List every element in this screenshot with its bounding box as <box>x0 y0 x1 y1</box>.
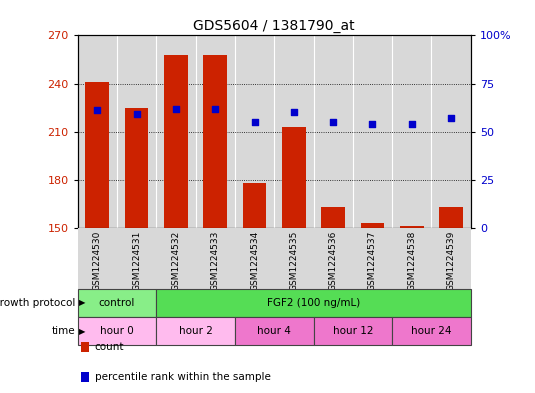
Bar <box>86 82 109 228</box>
Bar <box>353 228 392 289</box>
Text: control: control <box>99 298 135 308</box>
Text: GSM1224531: GSM1224531 <box>132 231 141 291</box>
Text: hour 2: hour 2 <box>179 326 212 336</box>
Point <box>93 107 102 114</box>
Point <box>250 119 259 125</box>
Bar <box>117 35 156 228</box>
Bar <box>235 35 274 228</box>
Bar <box>432 35 471 228</box>
Text: GSM1224535: GSM1224535 <box>289 231 299 291</box>
Text: growth protocol: growth protocol <box>0 298 75 308</box>
Point <box>172 105 180 112</box>
Text: hour 12: hour 12 <box>333 326 373 336</box>
Bar <box>235 317 314 345</box>
Bar <box>78 289 156 317</box>
Bar <box>196 228 235 289</box>
Text: GSM1224532: GSM1224532 <box>171 231 180 291</box>
Text: time: time <box>51 326 75 336</box>
Bar <box>156 35 196 228</box>
Bar <box>203 55 227 228</box>
Point <box>211 105 219 112</box>
Bar <box>78 228 117 289</box>
Point <box>289 109 298 116</box>
Point <box>368 121 377 127</box>
Text: count: count <box>95 342 124 353</box>
Bar <box>400 226 424 228</box>
Text: percentile rank within the sample: percentile rank within the sample <box>95 372 271 382</box>
Text: ▶: ▶ <box>79 299 85 307</box>
Bar <box>392 35 432 228</box>
Bar <box>117 228 156 289</box>
Text: GSM1224539: GSM1224539 <box>447 231 456 291</box>
Bar <box>392 228 432 289</box>
Text: GSM1224538: GSM1224538 <box>407 231 416 291</box>
Title: GDS5604 / 1381790_at: GDS5604 / 1381790_at <box>193 19 355 33</box>
Bar <box>274 228 314 289</box>
Bar <box>78 317 156 345</box>
Bar <box>156 289 471 317</box>
Bar <box>322 207 345 228</box>
Bar <box>78 35 117 228</box>
Bar <box>243 183 266 228</box>
Text: GSM1224536: GSM1224536 <box>328 231 338 291</box>
Bar <box>156 317 235 345</box>
Bar <box>274 35 314 228</box>
Bar <box>282 127 305 228</box>
Text: GSM1224530: GSM1224530 <box>93 231 102 291</box>
Bar <box>125 108 148 228</box>
Bar <box>432 228 471 289</box>
Text: GSM1224533: GSM1224533 <box>211 231 220 291</box>
Point <box>447 115 455 121</box>
Text: hour 24: hour 24 <box>411 326 452 336</box>
Text: hour 0: hour 0 <box>100 326 134 336</box>
Bar <box>156 228 196 289</box>
Bar <box>392 317 471 345</box>
Bar <box>81 372 89 382</box>
Bar <box>314 317 392 345</box>
Point <box>408 121 416 127</box>
Text: ▶: ▶ <box>79 327 85 336</box>
Bar <box>196 35 235 228</box>
Text: GSM1224534: GSM1224534 <box>250 231 259 291</box>
Point <box>132 111 141 118</box>
Bar <box>235 228 274 289</box>
Bar <box>164 55 188 228</box>
Point <box>329 119 338 125</box>
Bar <box>81 342 89 353</box>
Bar <box>314 35 353 228</box>
Bar <box>361 223 384 228</box>
Text: GSM1224537: GSM1224537 <box>368 231 377 291</box>
Bar <box>439 207 463 228</box>
Bar <box>353 35 392 228</box>
Text: FGF2 (100 ng/mL): FGF2 (100 ng/mL) <box>267 298 360 308</box>
Text: hour 4: hour 4 <box>257 326 291 336</box>
Bar <box>314 228 353 289</box>
